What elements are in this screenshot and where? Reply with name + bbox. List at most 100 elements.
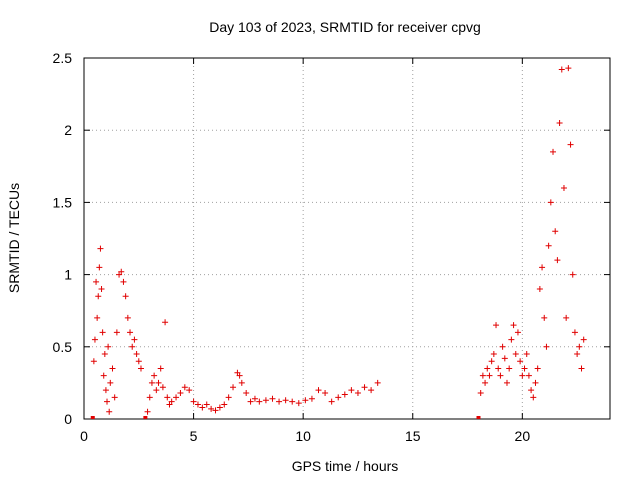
- data-point: [556, 119, 563, 126]
- data-point: [276, 398, 283, 405]
- data-point: [144, 408, 151, 415]
- grid-layer: [84, 58, 610, 419]
- data-point: [90, 416, 95, 419]
- data-point: [295, 400, 302, 407]
- data-point: [122, 293, 129, 300]
- y-tick-label: 2: [64, 122, 72, 138]
- data-point: [186, 387, 193, 394]
- data-point: [225, 394, 232, 401]
- data-point: [486, 372, 493, 379]
- data-point: [107, 379, 114, 386]
- data-point: [153, 387, 160, 394]
- data-point: [120, 278, 127, 285]
- data-point: [506, 365, 513, 372]
- data-point: [580, 336, 587, 343]
- data-point: [105, 343, 112, 350]
- x-tick-label: 5: [190, 428, 198, 444]
- data-point: [558, 66, 565, 73]
- data-point: [256, 398, 263, 405]
- data-point: [495, 365, 502, 372]
- data-point: [162, 319, 169, 326]
- chart-title: Day 103 of 2023, SRMTID for receiver cpv…: [209, 19, 481, 35]
- y-tick-label: 1: [64, 267, 72, 283]
- data-point: [552, 228, 559, 235]
- data-point: [501, 355, 508, 362]
- data-point: [563, 314, 570, 321]
- x-axis-label: GPS time / hours: [292, 458, 399, 474]
- data-point: [212, 407, 219, 414]
- data-point: [528, 387, 535, 394]
- data-point: [479, 372, 486, 379]
- data-point: [133, 351, 140, 358]
- data-point: [97, 245, 104, 252]
- data-point: [282, 397, 289, 404]
- data-point: [95, 293, 102, 300]
- data-point: [560, 184, 567, 191]
- data-point: [534, 365, 541, 372]
- data-point: [137, 365, 144, 372]
- data-point: [106, 408, 113, 415]
- data-point: [530, 394, 537, 401]
- data-point: [477, 390, 484, 397]
- data-point: [543, 343, 550, 350]
- data-point: [550, 148, 557, 155]
- y-tick-label: 0: [64, 411, 72, 427]
- data-point: [221, 401, 228, 408]
- data-point: [482, 379, 489, 386]
- data-point: [514, 329, 521, 336]
- data-point: [96, 264, 103, 271]
- data-point: [99, 329, 106, 336]
- data-point: [302, 397, 309, 404]
- data-point: [194, 401, 201, 408]
- data-point: [216, 404, 223, 411]
- data-point: [199, 404, 206, 411]
- data-point: [113, 329, 120, 336]
- data-point: [151, 372, 158, 379]
- data-point: [510, 322, 517, 329]
- data-point: [517, 358, 524, 365]
- data-point: [262, 397, 269, 404]
- y-tick-label: 1.5: [53, 194, 73, 210]
- data-point: [368, 387, 375, 394]
- data-point: [490, 351, 497, 358]
- data-point: [521, 365, 528, 372]
- data-point: [348, 387, 355, 394]
- data-point: [315, 387, 322, 394]
- data-point: [101, 351, 108, 358]
- data-point: [247, 398, 254, 405]
- series-srmtid: [90, 65, 587, 419]
- data-point: [569, 271, 576, 278]
- data-point: [173, 394, 180, 401]
- data-point: [269, 395, 276, 402]
- data-point: [547, 199, 554, 206]
- data-point: [236, 372, 243, 379]
- data-point: [93, 278, 100, 285]
- data-point: [208, 405, 215, 412]
- data-point: [90, 358, 97, 365]
- data-point: [476, 416, 481, 419]
- data-point: [497, 372, 504, 379]
- data-point: [230, 384, 237, 391]
- data-point: [519, 372, 526, 379]
- data-point: [322, 390, 329, 397]
- data-point: [104, 398, 111, 405]
- data-point: [181, 384, 188, 391]
- data-point: [523, 351, 530, 358]
- data-point: [354, 390, 361, 397]
- data-point: [159, 384, 166, 391]
- data-point: [545, 242, 552, 249]
- data-point: [238, 379, 245, 386]
- data-point: [361, 384, 368, 391]
- data-point: [203, 401, 210, 408]
- data-point: [251, 395, 258, 402]
- data-point: [157, 365, 164, 372]
- data-point: [100, 372, 107, 379]
- data-point: [499, 343, 506, 350]
- data-point: [554, 257, 561, 264]
- data-point: [565, 65, 572, 72]
- data-point: [124, 314, 131, 321]
- data-point: [109, 365, 116, 372]
- data-point: [164, 394, 171, 401]
- data-point: [98, 286, 105, 293]
